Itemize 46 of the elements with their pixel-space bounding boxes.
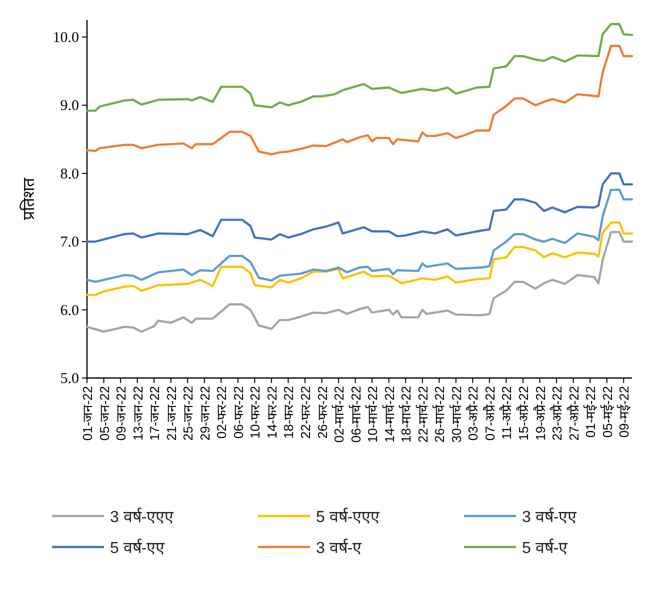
x-tick-label: 23-अप्रै-22 <box>550 386 565 441</box>
y-tick-label: 9.0 <box>60 98 79 114</box>
x-tick-label: 26-मार्च-22 <box>432 386 448 443</box>
y-tick-label: 7.0 <box>60 234 79 251</box>
x-tick-label: 05-मई-22 <box>600 386 615 438</box>
x-tick-label: 06-मार्च-22 <box>348 386 364 443</box>
x-tick-label: 15-अप्रै-22 <box>516 386 531 441</box>
legend-label: 5 वर्ष-ए <box>522 538 569 557</box>
legend-label: 5 वर्ष-एए <box>110 538 166 557</box>
x-tick-label: 09-मई-22 <box>616 386 632 438</box>
x-tick-label: 14-मार्च-22 <box>382 386 397 443</box>
x-tick-label: 30-मार्च-22 <box>448 386 464 443</box>
x-tick-label: 13-जन-22 <box>130 386 146 441</box>
legend-label: 3 वर्ष-ए <box>316 538 363 557</box>
x-tick-label: 06-फर-22 <box>230 386 246 439</box>
x-tick-label: 09-जन-22 <box>114 386 129 441</box>
x-tick-label: 10-मार्च-22 <box>365 386 380 443</box>
x-tick-label: 01-मई-22 <box>583 386 598 438</box>
y-axis-title: प्रतिशत <box>19 177 38 220</box>
x-tick-label: 22-मार्च-22 <box>415 386 430 443</box>
x-tick-label: 01-जन-22 <box>80 386 95 441</box>
x-tick-label: 25-जन-22 <box>180 386 196 441</box>
x-tick-label: 26-फर-22 <box>314 386 330 439</box>
x-tick-label: 19-अप्रै-22 <box>532 386 548 441</box>
x-tick-label: 29-जन-22 <box>197 386 212 441</box>
x-tick-label: 17-जन-22 <box>147 386 162 441</box>
x-tick-label: 02-मार्च-22 <box>332 386 347 443</box>
x-tick-label: 11-अप्रै-22 <box>499 386 514 440</box>
y-tick-label: 5.0 <box>60 371 79 387</box>
y-tick-label: 6.0 <box>60 302 79 319</box>
x-tick-label: 10-फर-22 <box>248 386 263 439</box>
x-tick-label: 27-अप्रै-22 <box>566 386 582 441</box>
legend-label: 3 वर्ष-एए <box>522 507 578 526</box>
y-tick-label: 8.0 <box>60 166 79 182</box>
legend-label: 3 वर्ष-एएए <box>110 507 175 526</box>
x-tick-label: 02-फर-22 <box>214 386 230 439</box>
x-tick-label: 14-फर-22 <box>264 386 280 439</box>
legend-label: 5 वर्ष-एएए <box>316 507 381 526</box>
x-tick-label: 18-मार्च-22 <box>398 386 414 443</box>
y-tick-label: 10.0 <box>52 30 79 46</box>
x-tick-label: 03-अप्रै-22 <box>466 386 481 441</box>
x-tick-label: 18-फर-22 <box>281 386 296 439</box>
x-tick-label: 21-जन-22 <box>164 386 179 441</box>
x-tick-label: 07-अप्रै-22 <box>482 386 498 441</box>
x-tick-label: 22-फर-22 <box>298 386 313 439</box>
x-tick-label: 05-जन-22 <box>96 386 112 441</box>
